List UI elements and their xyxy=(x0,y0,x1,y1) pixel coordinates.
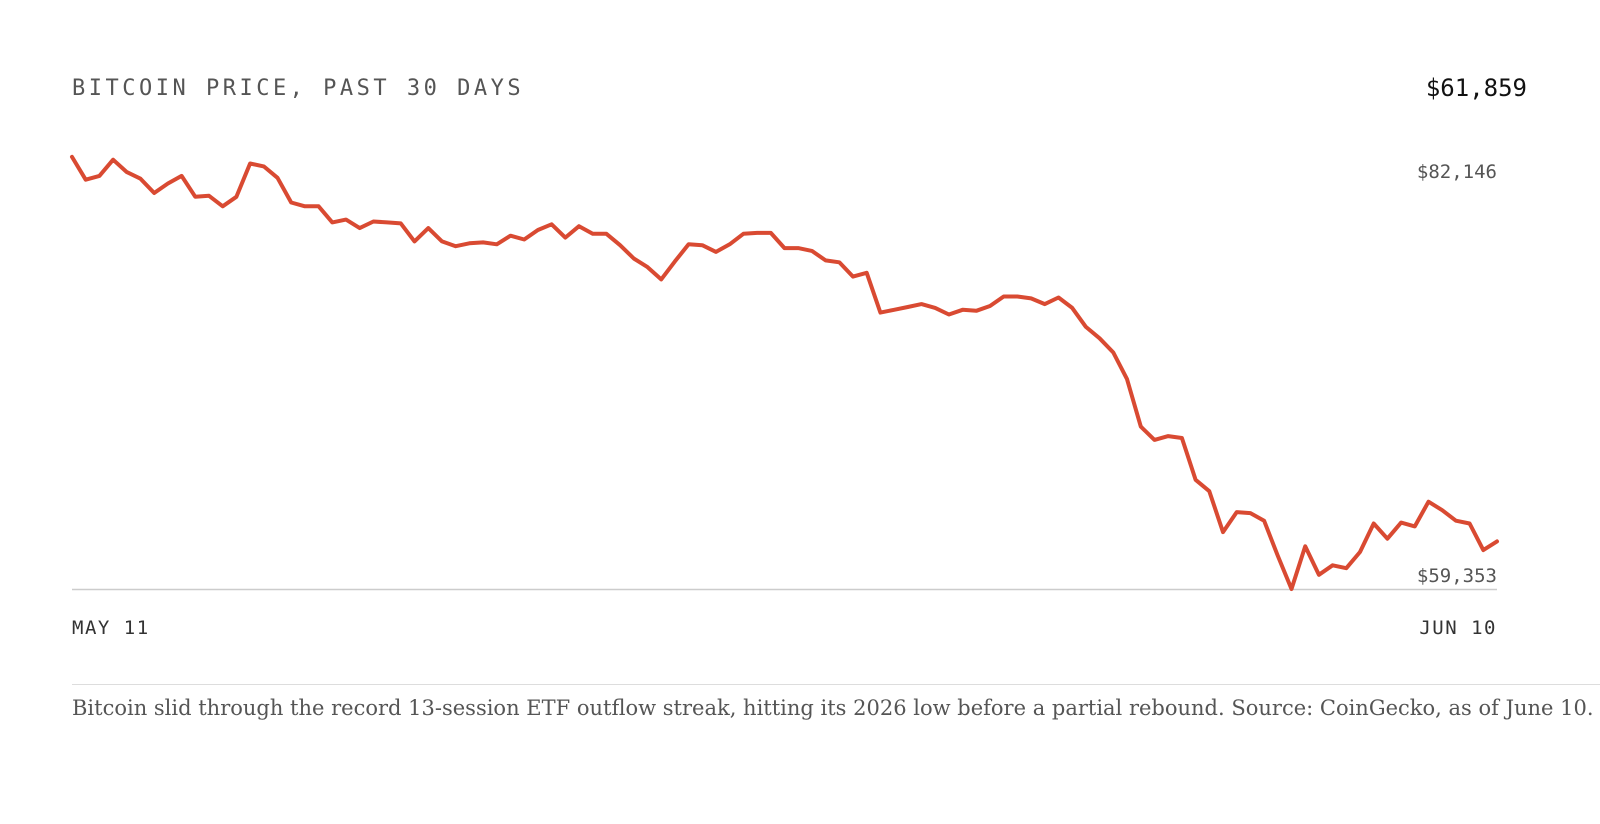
x-axis-end-label: JUN 10 xyxy=(1419,617,1497,639)
price-chart: $82,146 $59,353 MAY 11 JUN 10 xyxy=(70,154,1499,639)
max-price-label: $82,146 xyxy=(1417,161,1497,183)
price-line xyxy=(70,154,1499,591)
x-axis-start-label: MAY 11 xyxy=(72,617,150,639)
current-price: $61,859 xyxy=(1425,74,1527,102)
caption-divider xyxy=(72,684,1600,685)
chart-title: BITCOIN PRICE, PAST 30 DAYS xyxy=(72,76,525,101)
min-price-label: $59,353 xyxy=(1417,565,1497,587)
chart-caption: Bitcoin slid through the record 13-sessi… xyxy=(72,696,1594,720)
